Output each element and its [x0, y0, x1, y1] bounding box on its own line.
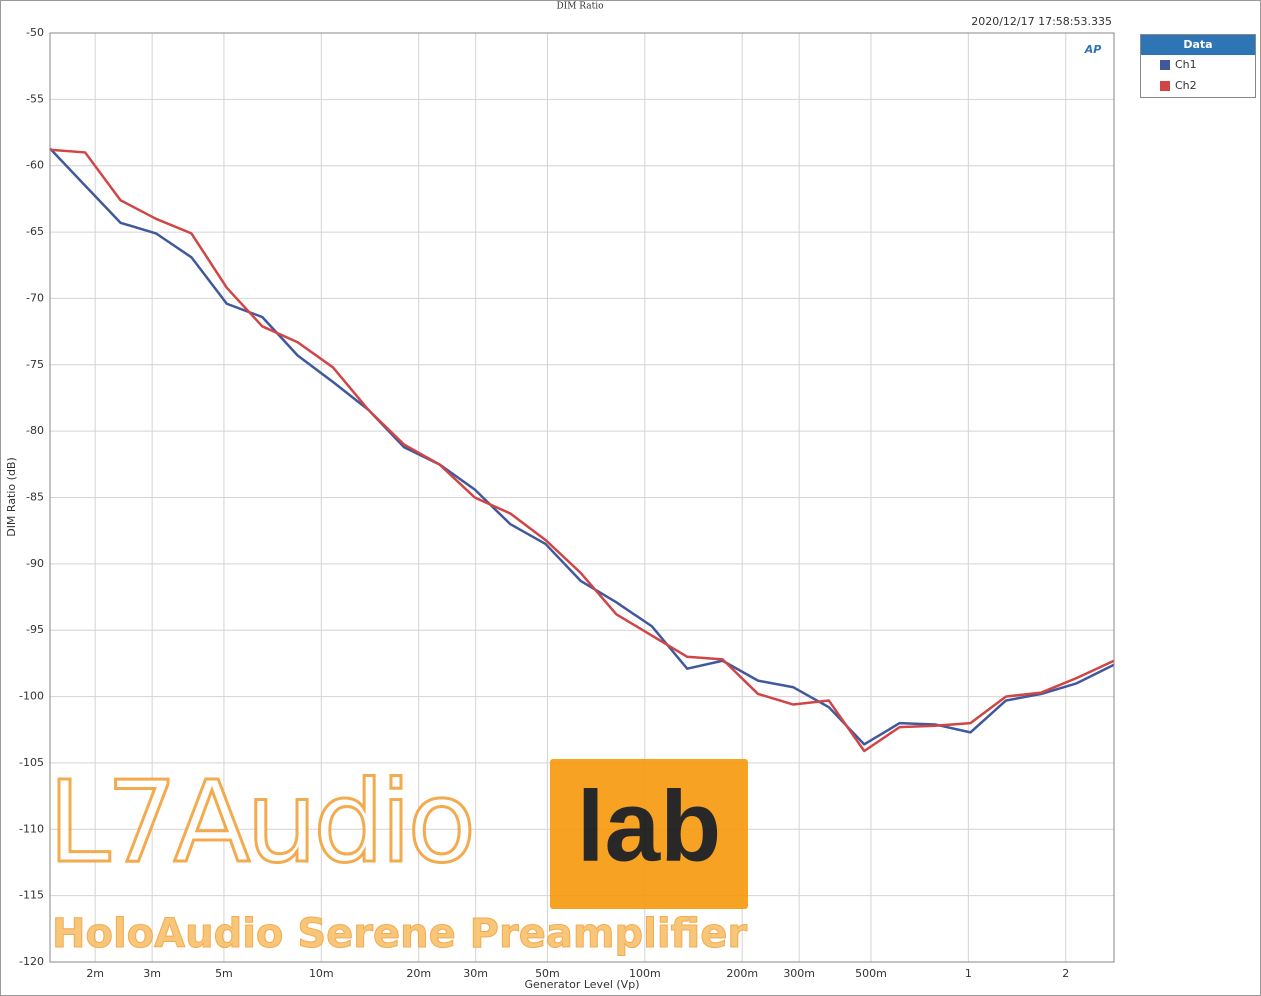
series-line	[49, 147, 1115, 746]
series-lines	[49, 147, 1115, 753]
y-tick-label: -80	[26, 424, 44, 437]
y-tick-label: -70	[26, 291, 44, 304]
y-tick-label: -85	[26, 491, 44, 504]
x-tick-label: 1	[965, 967, 972, 980]
legend-title: Data	[1183, 38, 1212, 51]
y-tick-label: -65	[26, 225, 44, 238]
y-tick-label: -75	[26, 358, 44, 371]
y-tick-label: -55	[26, 92, 44, 105]
x-tick-label: 500m	[855, 967, 887, 980]
y-tick-label: -60	[26, 159, 44, 172]
legend-header	[1141, 35, 1255, 55]
watermark-box-text: lab	[577, 770, 721, 882]
y-tick-label: -120	[19, 955, 44, 968]
x-tick-label: 100m	[629, 967, 661, 980]
x-tick-label: 30m	[463, 967, 488, 980]
y-tick-label: -105	[19, 756, 44, 769]
x-tick-label: 10m	[309, 967, 334, 980]
x-tick-label: 3m	[143, 967, 161, 980]
legend-swatch	[1160, 81, 1170, 91]
timestamp: 2020/12/17 17:58:53.335	[971, 15, 1112, 28]
y-tick-label: -50	[26, 26, 44, 39]
y-tick-label: -100	[19, 690, 44, 703]
legend: Data	[1140, 34, 1256, 98]
series-line	[49, 148, 1115, 753]
watermark-caption: HoloAudio Serene Preamplifier	[52, 911, 747, 957]
watermark: L7Audio lab HoloAudio Serene Preamplifie…	[47, 756, 748, 958]
legend-swatch	[1160, 60, 1170, 70]
watermark-brand: L7Audio	[48, 758, 472, 888]
x-tick-label: 50m	[535, 967, 560, 980]
y-axis-label: DIM Ratio (dB)	[5, 457, 18, 537]
legend-label: Ch1	[1175, 58, 1197, 71]
x-tick-label: 2	[1062, 967, 1069, 980]
y-tick-label: -90	[26, 557, 44, 570]
logo: AP	[1084, 43, 1102, 56]
y-tick-label: -95	[26, 623, 44, 636]
x-tick-label: 5m	[215, 967, 233, 980]
x-tick-label: 300m	[783, 967, 815, 980]
x-tick-label: 200m	[726, 967, 758, 980]
chart-title: DIM Ratio	[556, 2, 603, 12]
x-tick-label: 2m	[86, 967, 104, 980]
x-tick-label: 20m	[406, 967, 431, 980]
watermark-box	[550, 759, 748, 909]
y-tick-label: -115	[19, 889, 44, 902]
x-axis-label: Generator Level (Vp)	[525, 978, 640, 991]
legend-label: Ch2	[1175, 79, 1197, 92]
y-tick-label: -110	[19, 822, 44, 835]
plot-border	[49, 32, 1115, 963]
